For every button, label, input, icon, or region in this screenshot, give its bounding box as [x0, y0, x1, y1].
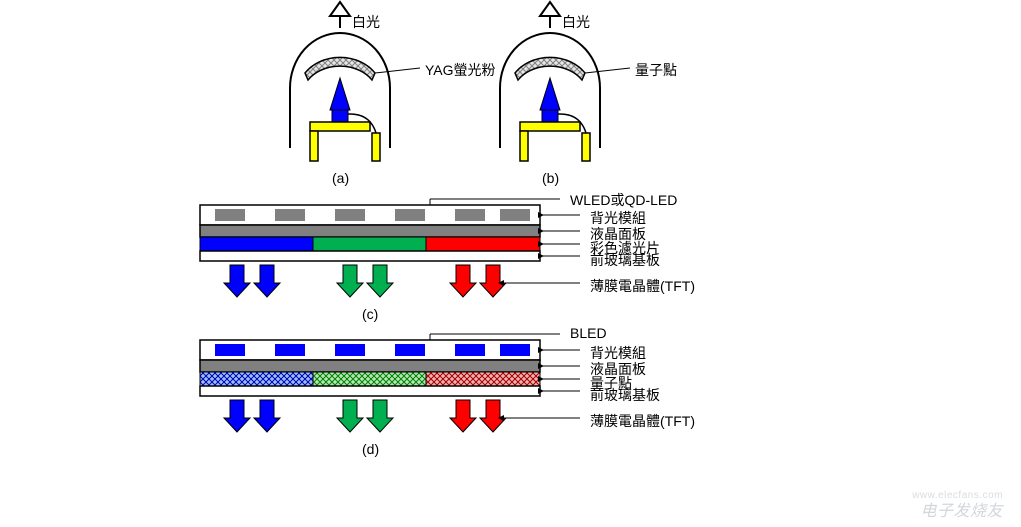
- bulb-a-top-label: 白光: [352, 12, 380, 32]
- panel-d-sub-label: (d): [362, 441, 379, 457]
- panel-d-top-label: BLED: [570, 325, 607, 341]
- panel-d-label-4: 薄膜電晶體(TFT): [590, 411, 695, 431]
- bulb-b-top-label: 白光: [562, 12, 590, 32]
- panel-d-label-3: 前玻璃基板: [590, 385, 660, 405]
- top-diagrams: [0, 0, 1021, 210]
- bulb-a-sub-label: (a): [332, 170, 349, 186]
- panel-c-top-label: WLED或QD-LED: [570, 190, 677, 210]
- panel-c-sub-label: (c): [362, 306, 378, 322]
- panel-c-label-4: 薄膜電晶體(TFT): [590, 276, 695, 296]
- watermark-text: 电子发烧友: [920, 497, 1003, 521]
- panel-c-label-3: 前玻璃基板: [590, 250, 660, 270]
- panel-d: [0, 330, 1021, 520]
- bulb-a-side-label: YAG螢光粉: [425, 60, 496, 80]
- bulb-b-sub-label: (b): [542, 170, 559, 186]
- bulb-b-side-label: 量子點: [635, 60, 677, 80]
